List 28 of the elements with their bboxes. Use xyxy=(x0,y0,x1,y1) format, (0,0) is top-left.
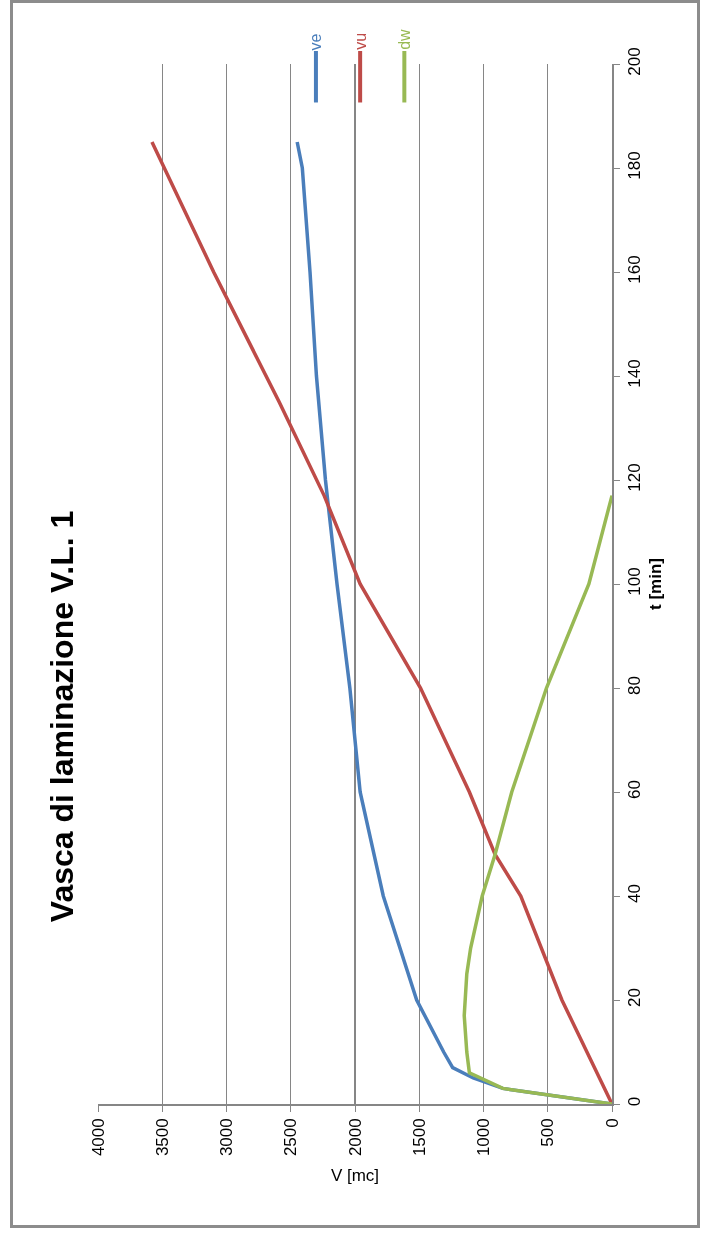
x-tick-label: 1500 xyxy=(409,1118,429,1157)
y-axis-title: t [min] xyxy=(646,558,666,610)
y-tick-label: 20 xyxy=(624,987,644,1007)
x-tick-label: 4000 xyxy=(88,1118,108,1157)
y-tick-label: 180 xyxy=(624,151,644,180)
x-tick-label: 1000 xyxy=(474,1118,494,1157)
text: vu xyxy=(351,32,369,50)
y-tick-label: 0 xyxy=(624,1096,644,1107)
x-tick-label: 0 xyxy=(602,1118,622,1128)
y-tick-label: 40 xyxy=(624,883,644,903)
text: dw xyxy=(395,28,413,50)
y-tick-label: 160 xyxy=(624,255,644,284)
x-tick-label: 3000 xyxy=(217,1118,237,1157)
line-series xyxy=(462,493,612,1104)
x-tick-label: 2500 xyxy=(281,1118,301,1157)
x-tick-label: 500 xyxy=(538,1118,558,1147)
y-tick-label: 60 xyxy=(624,779,644,799)
x-tick-label: 2000 xyxy=(345,1118,365,1157)
y-tick-label: 120 xyxy=(624,463,644,492)
line-series xyxy=(150,140,612,1104)
y-tick-label: 100 xyxy=(624,567,644,596)
y-tick-label: 80 xyxy=(624,675,644,695)
x-tick-label: 3500 xyxy=(152,1118,172,1157)
y-tick-label: 140 xyxy=(624,359,644,388)
text: Vasca di laminazione V.L. 1 xyxy=(43,510,80,923)
text: ve xyxy=(307,33,325,51)
y-tick-label: 200 xyxy=(624,47,644,76)
x-axis-title: V [mc] xyxy=(330,1166,380,1186)
